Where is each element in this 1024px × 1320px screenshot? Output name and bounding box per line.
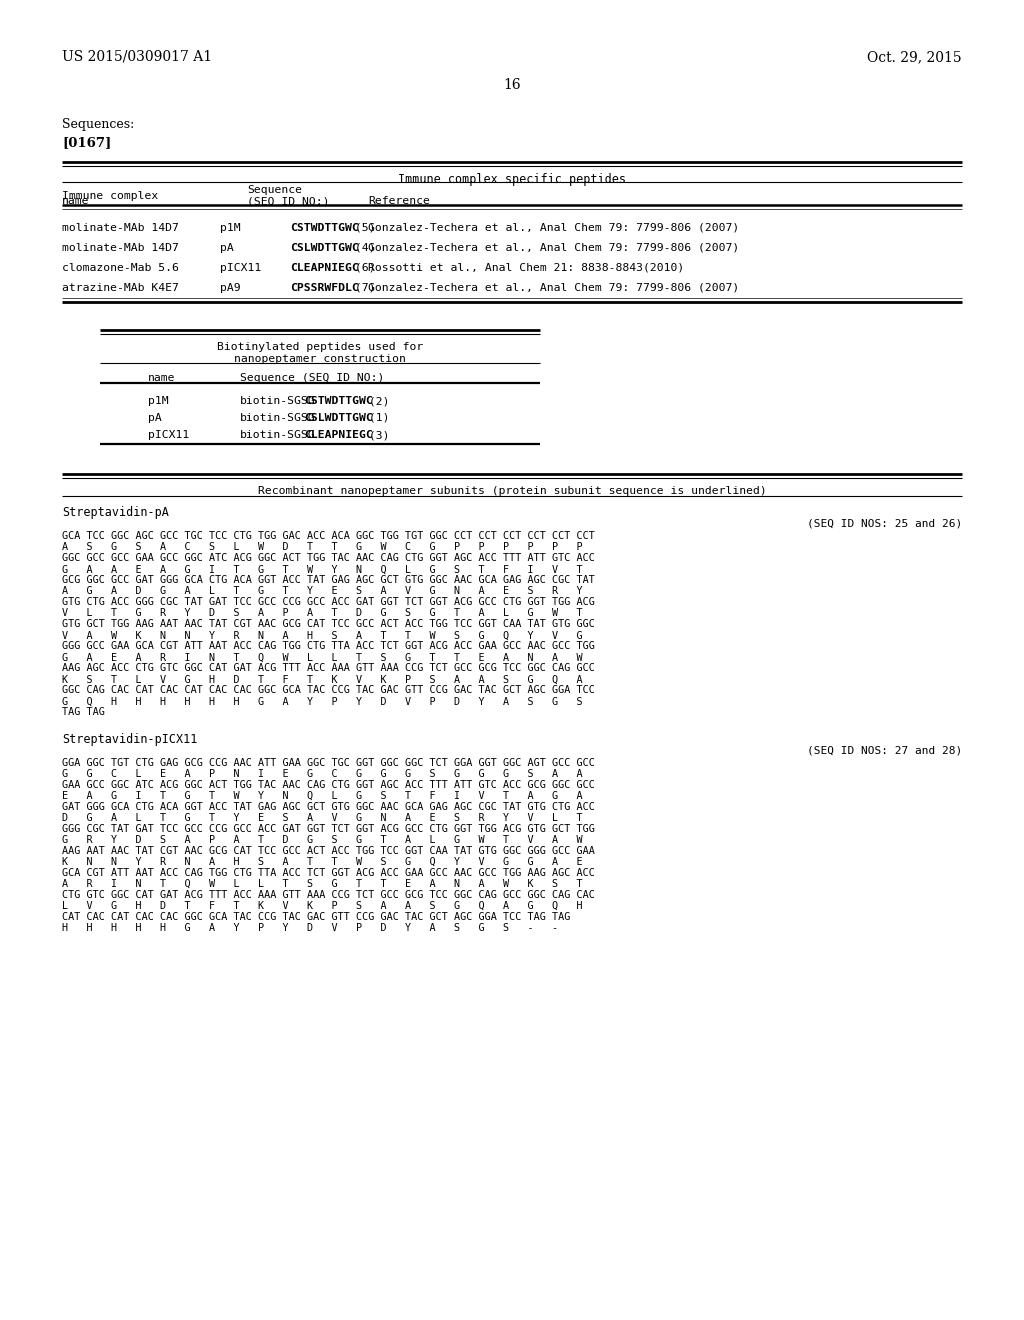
Text: pA: pA [148,413,162,422]
Text: G   R   Y   D   S   A   P   A   T   D   G   S   G   T   A   L   G   W   T   V   : G R Y D S A P A T D G S G T A L G W T V [62,836,583,845]
Text: E   A   G   I   T   G   T   W   Y   N   Q   L   G   S   T   F   I   V   T   A   : E A G I T G T W Y N Q L G S T F I V T A [62,791,583,801]
Text: [0167]: [0167] [62,136,112,149]
Text: GCA TCC GGC AGC GCC TGC TCC CTG TGG GAC ACC ACA GGC TGG TGT GGC CCT CCT CCT CCT : GCA TCC GGC AGC GCC TGC TCC CTG TGG GAC … [62,531,595,541]
Text: p1M: p1M [148,396,169,407]
Text: G   G   C   L   E   A   P   N   I   E   G   C   G   G   G   S   G   G   G   S   : G G C L E A P N I E G C G G G S G G G S [62,770,583,779]
Text: TAG TAG: TAG TAG [62,708,104,717]
Text: GGG CGC TAT GAT TCC GCC CCG GCC ACC GAT GGT TCT GGT ACG GCC CTG GGT TGG ACG GTG : GGG CGC TAT GAT TCC GCC CCG GCC ACC GAT … [62,824,595,833]
Text: CSTWDTTGWC: CSTWDTTGWC [290,223,358,234]
Text: GTG CTG ACC GGG CGC TAT GAT TCC GCC CCG GCC ACC GAT GGT TCT GGT ACG GCC CTG GGT : GTG CTG ACC GGG CGC TAT GAT TCC GCC CCG … [62,597,595,607]
Text: Reference: Reference [368,195,430,206]
Text: CPSSRWFDLC: CPSSRWFDLC [290,282,358,293]
Text: Recombinant nanopeptamer subunits (protein subunit sequence is underlined): Recombinant nanopeptamer subunits (prote… [258,486,766,496]
Text: K   N   N   Y   R   N   A   H   S   A   T   T   W   S   G   Q   Y   V   G   G   : K N N Y R N A H S A T T W S G Q Y V G G [62,857,583,867]
Text: V   A   W   K   N   N   Y   R   N   A   H   S   A   T   T   W   S   G   Q   Y   : V A W K N N Y R N A H S A T T W S G Q Y [62,631,583,640]
Text: CTG GTC GGC CAT GAT ACG TTT ACC AAA GTT AAA CCG TCT GCC GCG TCC GGC CAG GCC GGC : CTG GTC GGC CAT GAT ACG TTT ACC AAA GTT … [62,890,595,899]
Text: GCG GGC GCC GAT GGG GCA CTG ACA GGT ACC TAT GAG AGC GCT GTG GGC AAC GCA GAG AGC : GCG GGC GCC GAT GGG GCA CTG ACA GGT ACC … [62,576,595,585]
Text: CAT CAC CAT CAC CAC GGC GCA TAC CCG TAC GAC GTT CCG GAC TAC GCT AGC GGA TCC TAG : CAT CAC CAT CAC CAC GGC GCA TAC CCG TAC … [62,912,570,921]
Text: (5): (5) [348,223,376,234]
Text: biotin-SGSG: biotin-SGSG [240,430,315,440]
Text: (SEQ ID NOS: 25 and 26): (SEQ ID NOS: 25 and 26) [807,519,962,529]
Text: (6): (6) [348,263,376,273]
Text: (7): (7) [348,282,376,293]
Text: pICX11: pICX11 [220,263,261,273]
Text: Sequence (SEQ ID NO:): Sequence (SEQ ID NO:) [240,374,384,383]
Text: GAA GCC GGC ATC ACG GGC ACT TGG TAC AAC CAG CTG GGT AGC ACC TTT ATT GTC ACC GCG : GAA GCC GGC ATC ACG GGC ACT TGG TAC AAC … [62,780,595,789]
Text: Immune complex specific peptides: Immune complex specific peptides [398,173,626,186]
Text: (SEQ ID NO:): (SEQ ID NO:) [247,195,330,206]
Text: nanopeptamer construction: nanopeptamer construction [234,354,406,364]
Text: (3): (3) [362,430,390,440]
Text: biotin-SGSG: biotin-SGSG [240,413,315,422]
Text: Oct. 29, 2015: Oct. 29, 2015 [867,50,962,63]
Text: G   Q   H   H   H   H   H   H   G   A   Y   P   Y   D   V   P   D   Y   A   S   : G Q H H H H H H G A Y P Y D V P D Y A S [62,697,583,706]
Text: H   H   H   H   H   G   A   Y   P   Y   D   V   P   D   Y   A   S   G   S   -   : H H H H H G A Y P Y D V P D Y A S G S - [62,923,558,933]
Text: name: name [148,374,175,383]
Text: Gonzalez-Techera et al., Anal Chem 79: 7799-806 (2007): Gonzalez-Techera et al., Anal Chem 79: 7… [368,243,739,253]
Text: A   R   I   N   T   Q   W   L   L   T   S   G   T   T   E   A   N   A   W   K   : A R I N T Q W L L T S G T T E A N A W K [62,879,583,888]
Text: Sequence: Sequence [247,185,302,195]
Text: GTG GCT TGG AAG AAT AAC TAT CGT AAC GCG CAT TCC GCC ACT ACC TGG TCC GGT CAA TAT : GTG GCT TGG AAG AAT AAC TAT CGT AAC GCG … [62,619,595,630]
Text: AAG AAT AAC TAT CGT AAC GCG CAT TCC GCC ACT ACC TGG TCC GGT CAA TAT GTG GGC GGG : AAG AAT AAC TAT CGT AAC GCG CAT TCC GCC … [62,846,595,855]
Text: (2): (2) [362,396,390,407]
Text: US 2015/0309017 A1: US 2015/0309017 A1 [62,50,212,63]
Text: CSLWDTTGWC: CSLWDTTGWC [290,243,358,253]
Text: GGG GCC GAA GCA CGT ATT AAT ACC CAG TGG CTG TTA ACC TCT GGT ACG ACC GAA GCC AAC : GGG GCC GAA GCA CGT ATT AAT ACC CAG TGG … [62,642,595,651]
Text: D   G   A   L   T   G   T   Y   E   S   A   V   G   N   A   E   S   R   Y   V   : D G A L T G T Y E S A V G N A E S R Y V [62,813,583,822]
Text: L   V   G   H   D   T   F   T   K   V   K   P   S   A   A   S   G   Q   A   G   : L V G H D T F T K V K P S A A S G Q A G [62,902,583,911]
Text: pA: pA [220,243,233,253]
Text: atrazine-MAb K4E7: atrazine-MAb K4E7 [62,282,179,293]
Text: molinate-MAb 14D7: molinate-MAb 14D7 [62,243,179,253]
Text: GCA CGT ATT AAT ACC CAG TGG CTG TTA ACC TCT GGT ACG ACC GAA GCC AAC GCC TGG AAG : GCA CGT ATT AAT ACC CAG TGG CTG TTA ACC … [62,867,595,878]
Text: Gonzalez-Techera et al., Anal Chem 79: 7799-806 (2007): Gonzalez-Techera et al., Anal Chem 79: 7… [368,223,739,234]
Text: GAT GGG GCA CTG ACA GGT ACC TAT GAG AGC GCT GTG GGC AAC GCA GAG AGC CGC TAT GTG : GAT GGG GCA CTG ACA GGT ACC TAT GAG AGC … [62,801,595,812]
Text: p1M: p1M [220,223,241,234]
Text: V   L   T   G   R   Y   D   S   A   P   A   T   D   G   S   G   T   A   L   G   : V L T G R Y D S A P A T D G S G T A L G [62,609,583,619]
Text: GGC CAG CAC CAT CAC CAT CAC CAC GGC GCA TAC CCG TAC GAC GTT CCG GAC TAC GCT AGC : GGC CAG CAC CAT CAC CAT CAC CAC GGC GCA … [62,685,595,696]
Text: name: name [62,195,89,206]
Text: CSTWDTTGWC: CSTWDTTGWC [304,396,373,407]
Text: Streptavidin-pICX11: Streptavidin-pICX11 [62,733,198,746]
Text: pA9: pA9 [220,282,241,293]
Text: Gonzalez-Techera et al., Anal Chem 79: 7799-806 (2007): Gonzalez-Techera et al., Anal Chem 79: 7… [368,282,739,293]
Text: A   S   G   S   A   C   S   L   W   D   T   T   G   W   C   G   P   P   P   P   : A S G S A C S L W D T T G W C G P P P P [62,543,583,553]
Text: GGC GCC GCC GAA GCC GGC ATC ACG GGC ACT TGG TAC AAC CAG CTG GGT AGC ACC TTT ATT : GGC GCC GCC GAA GCC GGC ATC ACG GGC ACT … [62,553,595,564]
Text: Sequences:: Sequences: [62,117,134,131]
Text: G   A   A   E   A   G   I   T   G   T   W   Y   N   Q   L   G   S   T   F   I   : G A A E A G I T G T W Y N Q L G S T F I [62,565,583,574]
Text: clomazone-Mab 5.6: clomazone-Mab 5.6 [62,263,179,273]
Text: CLEAPNIEGC: CLEAPNIEGC [304,430,373,440]
Text: (4): (4) [348,243,376,253]
Text: AAG AGC ACC CTG GTC GGC CAT GAT ACG TTT ACC AAA GTT AAA CCG TCT GCC GCG TCC GGC : AAG AGC ACC CTG GTC GGC CAT GAT ACG TTT … [62,663,595,673]
Text: Rossotti et al., Anal Chem 21: 8838-8843(2010): Rossotti et al., Anal Chem 21: 8838-8843… [368,263,684,273]
Text: (1): (1) [362,413,390,422]
Text: A   G   A   D   G   A   L   T   G   T   Y   E   S   A   V   G   N   A   E   S   : A G A D G A L T G T Y E S A V G N A E S [62,586,583,597]
Text: Streptavidin-pA: Streptavidin-pA [62,506,169,519]
Text: molinate-MAb 14D7: molinate-MAb 14D7 [62,223,179,234]
Text: CSLWDTTGWC: CSLWDTTGWC [304,413,373,422]
Text: Immune complex: Immune complex [62,191,159,201]
Text: pICX11: pICX11 [148,430,189,440]
Text: 16: 16 [503,78,521,92]
Text: K   S   T   L   V   G   H   D   T   F   T   K   V   K   P   S   A   A   S   G   : K S T L V G H D T F T K V K P S A A S G [62,675,583,685]
Text: biotin-SGSG: biotin-SGSG [240,396,315,407]
Text: CLEAPNIEGC: CLEAPNIEGC [290,263,358,273]
Text: GGA GGC TGT CTG GAG GCG CCG AAC ATT GAA GGC TGC GGT GGC GGC TCT GGA GGT GGC AGT : GGA GGC TGT CTG GAG GCG CCG AAC ATT GAA … [62,758,595,767]
Text: Biotinylated peptides used for: Biotinylated peptides used for [217,342,423,352]
Text: G   A   E   A   R   I   N   T   Q   W   L   L   T   S   G   T   T   E   A   N   : G A E A R I N T Q W L L T S G T T E A N [62,652,583,663]
Text: (SEQ ID NOS: 27 and 28): (SEQ ID NOS: 27 and 28) [807,746,962,755]
